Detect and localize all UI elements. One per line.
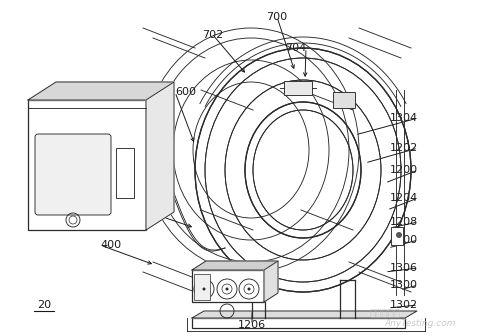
Text: 普哈检测网: 普哈检测网	[370, 307, 400, 317]
Circle shape	[248, 288, 250, 291]
Text: 600: 600	[175, 87, 196, 97]
Ellipse shape	[195, 48, 411, 292]
Bar	[284, 81, 312, 95]
Text: 1300: 1300	[390, 280, 418, 290]
Bar	[333, 92, 355, 108]
Text: 704: 704	[285, 43, 306, 53]
Text: 1208: 1208	[390, 217, 418, 227]
Text: 604: 604	[42, 128, 63, 138]
Text: 500: 500	[128, 200, 149, 210]
Text: 602: 602	[76, 128, 97, 138]
Bar	[28, 100, 146, 230]
Text: AnyTesting.com: AnyTesting.com	[384, 319, 456, 328]
Polygon shape	[264, 261, 278, 302]
Bar	[192, 270, 264, 302]
Polygon shape	[192, 261, 278, 270]
Circle shape	[202, 288, 205, 291]
Text: 702: 702	[202, 30, 224, 40]
Text: 1204: 1204	[390, 193, 418, 203]
Text: 1302: 1302	[390, 300, 418, 310]
Text: 1206: 1206	[238, 320, 266, 330]
Polygon shape	[28, 82, 174, 100]
Text: 20: 20	[37, 300, 51, 310]
Circle shape	[396, 232, 402, 238]
Text: 1306: 1306	[390, 263, 418, 273]
Polygon shape	[192, 311, 417, 318]
Text: 1202: 1202	[390, 143, 418, 153]
Bar	[391, 227, 403, 245]
Circle shape	[226, 288, 228, 291]
Bar	[194, 274, 210, 300]
Text: 1200: 1200	[390, 165, 418, 175]
Text: 400: 400	[100, 240, 121, 250]
Text: 700: 700	[266, 12, 287, 22]
Bar	[192, 318, 405, 328]
Polygon shape	[146, 82, 174, 230]
Bar	[116, 148, 134, 198]
FancyBboxPatch shape	[35, 134, 111, 215]
Text: 1304: 1304	[390, 113, 418, 123]
Text: 1400: 1400	[390, 235, 418, 245]
